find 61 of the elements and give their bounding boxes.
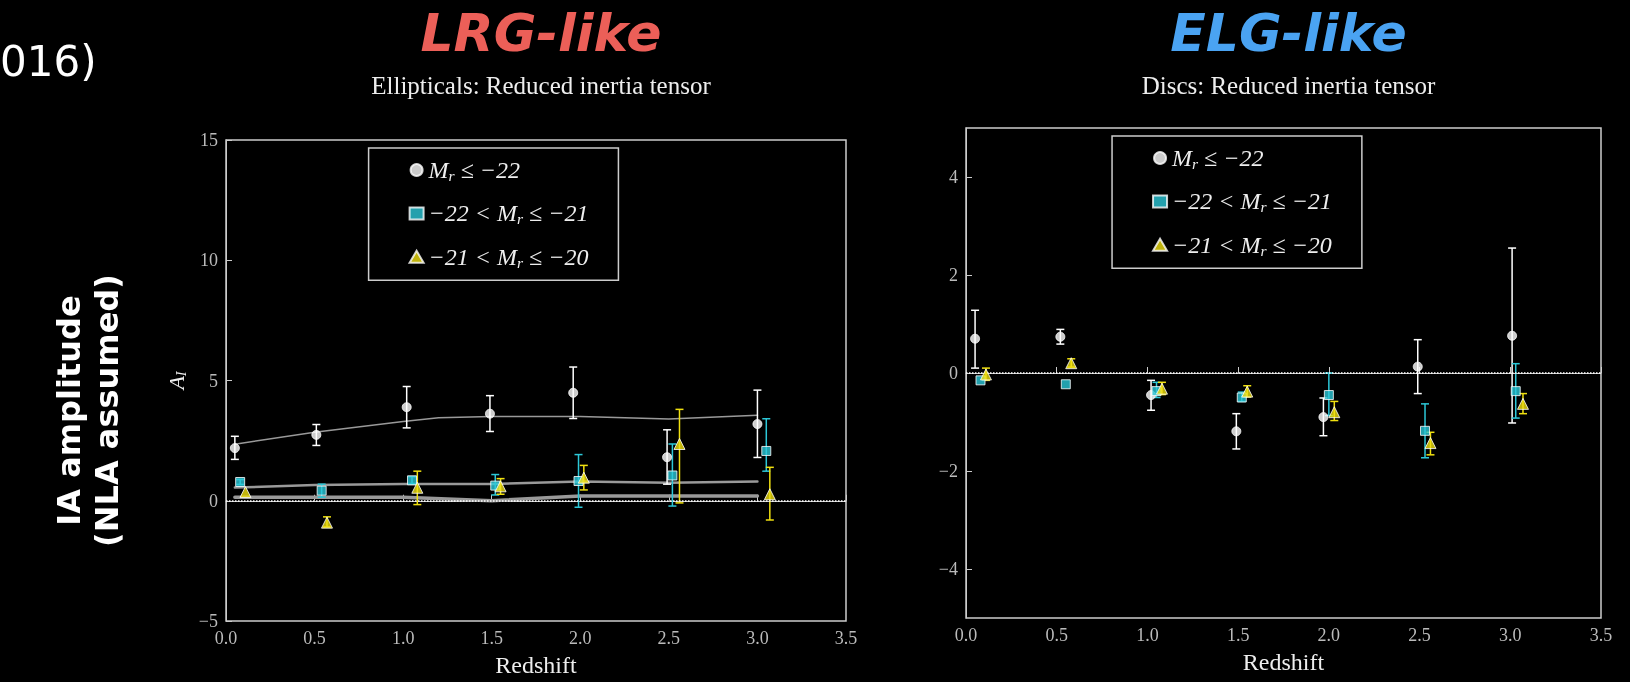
point — [673, 437, 686, 450]
point — [1516, 397, 1529, 410]
point — [1510, 386, 1521, 397]
x-tick-label: 0.5 — [1045, 625, 1068, 645]
x-tick-label: 1.5 — [1226, 625, 1250, 645]
point — [1060, 379, 1071, 390]
point — [970, 333, 981, 344]
point — [1507, 330, 1518, 341]
y-tick-label: −5 — [198, 611, 218, 631]
y-tick-label: 5 — [209, 370, 218, 391]
x-tick-label: 3.5 — [1589, 625, 1613, 645]
point — [763, 488, 776, 501]
y-tick-label: 0 — [209, 490, 218, 511]
x-tick-label: 3.5 — [834, 628, 858, 648]
y-axis-title: AI — [163, 370, 189, 392]
x-tick-label: 3.0 — [1499, 625, 1522, 645]
x-tick-label: 0.5 — [303, 628, 326, 648]
point — [1323, 390, 1334, 401]
point — [1318, 412, 1329, 423]
x-tick-label: 0.0 — [214, 628, 238, 648]
x-tick-label: 1.0 — [1136, 625, 1159, 645]
x-tick-label: 2.5 — [657, 628, 681, 648]
point — [761, 445, 772, 456]
chart-subtitle: Ellipticals: Reduced inertia tensor — [371, 72, 712, 99]
x-axis-title: Redshift — [1242, 649, 1325, 675]
x-tick-label: 0.0 — [954, 625, 978, 645]
text: 016) — [0, 36, 97, 86]
y-tick-label: 10 — [200, 250, 218, 271]
point — [667, 470, 678, 481]
point — [1231, 426, 1242, 437]
point — [662, 452, 673, 463]
point — [568, 387, 579, 398]
point — [229, 443, 240, 454]
x-tick-label: 3.0 — [746, 628, 769, 648]
point — [1424, 437, 1437, 450]
x-axis-title: Redshift — [495, 652, 577, 678]
text: IA amplitude (NLA assumed) — [50, 274, 126, 547]
chart-subtitle: Discs: Reduced inertia tensor — [1141, 72, 1436, 99]
point — [311, 429, 322, 440]
point — [411, 481, 424, 494]
x-tick-label: 2.5 — [1408, 625, 1431, 645]
point — [484, 408, 495, 419]
chart-title: LRG-like — [420, 3, 662, 63]
y-tick-label: 0 — [949, 363, 958, 383]
point — [577, 471, 590, 484]
point — [1412, 361, 1423, 372]
point — [1328, 406, 1341, 419]
y-tick-label: 4 — [949, 167, 958, 187]
point — [1420, 425, 1431, 436]
y-tick-label: −2 — [938, 461, 958, 481]
chart-title: ELG-like — [1170, 3, 1407, 63]
x-tick-label: 2.0 — [1317, 625, 1341, 645]
x-tick-label: 2.0 — [569, 628, 592, 648]
point — [401, 402, 412, 413]
y-tick-label: −4 — [938, 559, 958, 579]
point — [239, 486, 252, 499]
point — [752, 419, 763, 430]
y-tick-label: 15 — [200, 130, 218, 150]
x-tick-label: 1.5 — [480, 628, 503, 648]
x-tick-label: 1.0 — [391, 628, 415, 648]
y-tick-label: 2 — [949, 265, 958, 285]
